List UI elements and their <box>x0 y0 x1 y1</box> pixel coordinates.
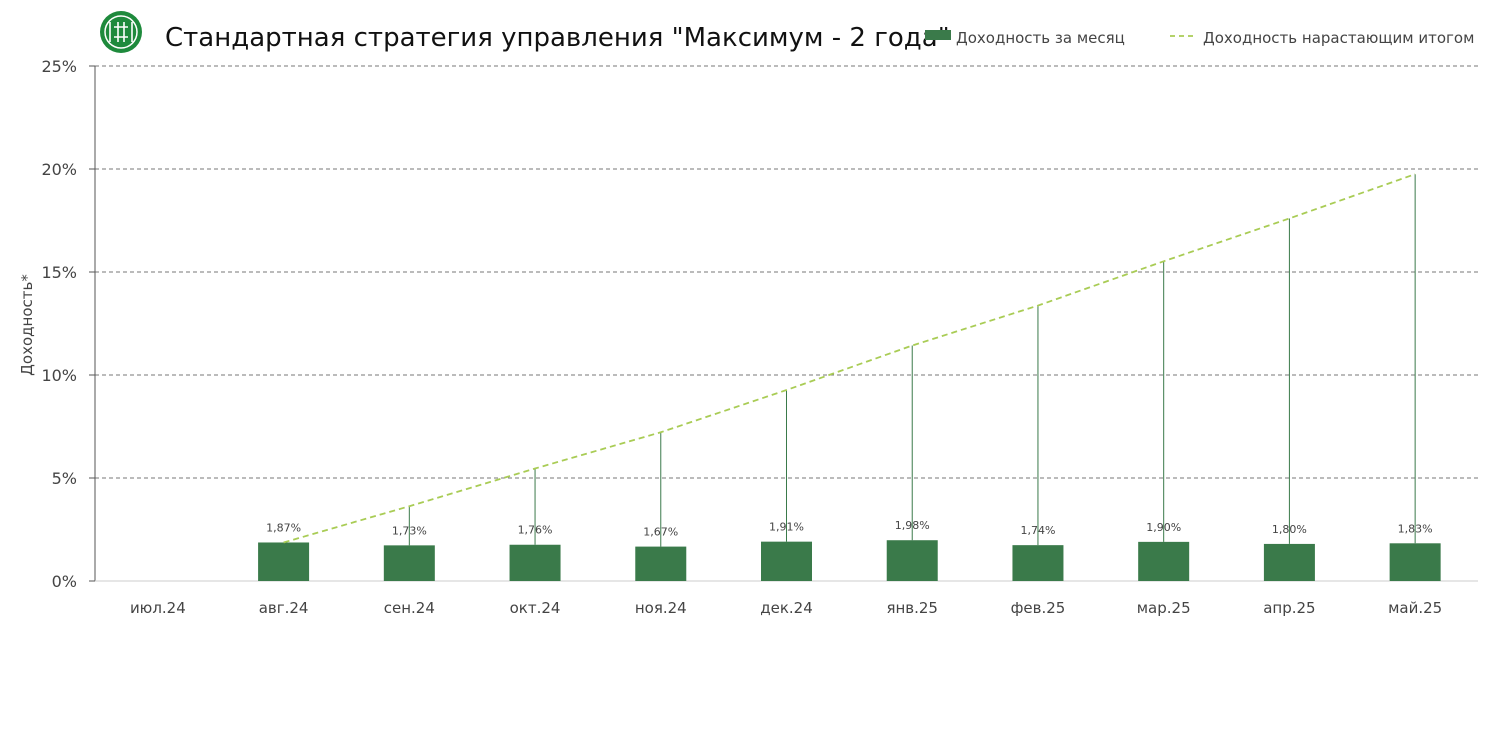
bar <box>1389 543 1441 581</box>
x-tick-label: авг.24 <box>259 599 309 617</box>
chart-title: Стандартная стратегия управления "Максим… <box>165 23 950 53</box>
data-label: 1,98% <box>895 519 930 532</box>
x-axis-labels: июл.24 авг.24 сен.24 окт.24 ноя.24 дек.24 янв.… <box>130 599 1442 617</box>
data-label: 1,74% <box>1020 524 1055 537</box>
bar <box>509 544 561 581</box>
y-tick-label: 25% <box>41 57 77 76</box>
x-tick-label: сен.24 <box>384 599 435 617</box>
bar <box>1138 541 1190 581</box>
y-tick-label: 10% <box>41 366 77 385</box>
x-tick-label: окт.24 <box>510 599 561 617</box>
x-tick-label: апр.25 <box>1263 599 1315 617</box>
bar <box>886 540 938 581</box>
x-tick-label: мар.25 <box>1137 599 1191 617</box>
x-tick-label: ноя.24 <box>635 599 687 617</box>
bar <box>1012 545 1064 581</box>
data-label: 1,91% <box>769 521 804 534</box>
x-tick-label: фев.25 <box>1011 599 1066 617</box>
y-tick-label: 15% <box>41 263 77 282</box>
legend-bar-swatch <box>925 30 951 40</box>
legend-label-cumulative: Доходность нарастающим итогом <box>1203 29 1474 47</box>
x-tick-label: май.25 <box>1388 599 1442 617</box>
y-tick-label: 5% <box>52 469 77 488</box>
x-tick-label: янв.25 <box>886 599 938 617</box>
axes: 0% 5% 10% 15% 20% 25% <box>41 57 1478 591</box>
company-logo-icon <box>100 11 142 53</box>
bar <box>258 542 310 581</box>
data-label: 1,76% <box>518 524 553 537</box>
y-tick-label: 0% <box>52 572 77 591</box>
x-tick-label: июл.24 <box>130 599 186 617</box>
y-tick-label: 20% <box>41 160 77 179</box>
y-axis-label: Доходность* <box>18 274 36 376</box>
bar <box>1263 543 1315 581</box>
x-tick-label: дек.24 <box>760 599 813 617</box>
data-label: 1,90% <box>1146 521 1181 534</box>
cumulative-series-line <box>283 173 1416 544</box>
data-label: 1,80% <box>1272 523 1307 536</box>
legend: Доходность за месяц Доходность нарастающ… <box>925 29 1474 47</box>
data-label: 1,87% <box>266 521 301 534</box>
data-label: 1,83% <box>1398 522 1433 535</box>
data-label: 1,73% <box>392 524 427 537</box>
bars <box>258 540 1441 581</box>
legend-label-monthly: Доходность за месяц <box>956 29 1125 47</box>
stems <box>408 174 1416 547</box>
bar <box>383 545 435 581</box>
bar <box>761 541 812 581</box>
data-labels: 1,87% 1,73% 1,76% 1,67% 1,91% 1,98% 1,74% 1,90%… <box>266 519 1432 538</box>
bar <box>635 546 687 581</box>
data-label: 1,67% <box>643 526 678 539</box>
cumulative-line <box>283 173 1416 544</box>
